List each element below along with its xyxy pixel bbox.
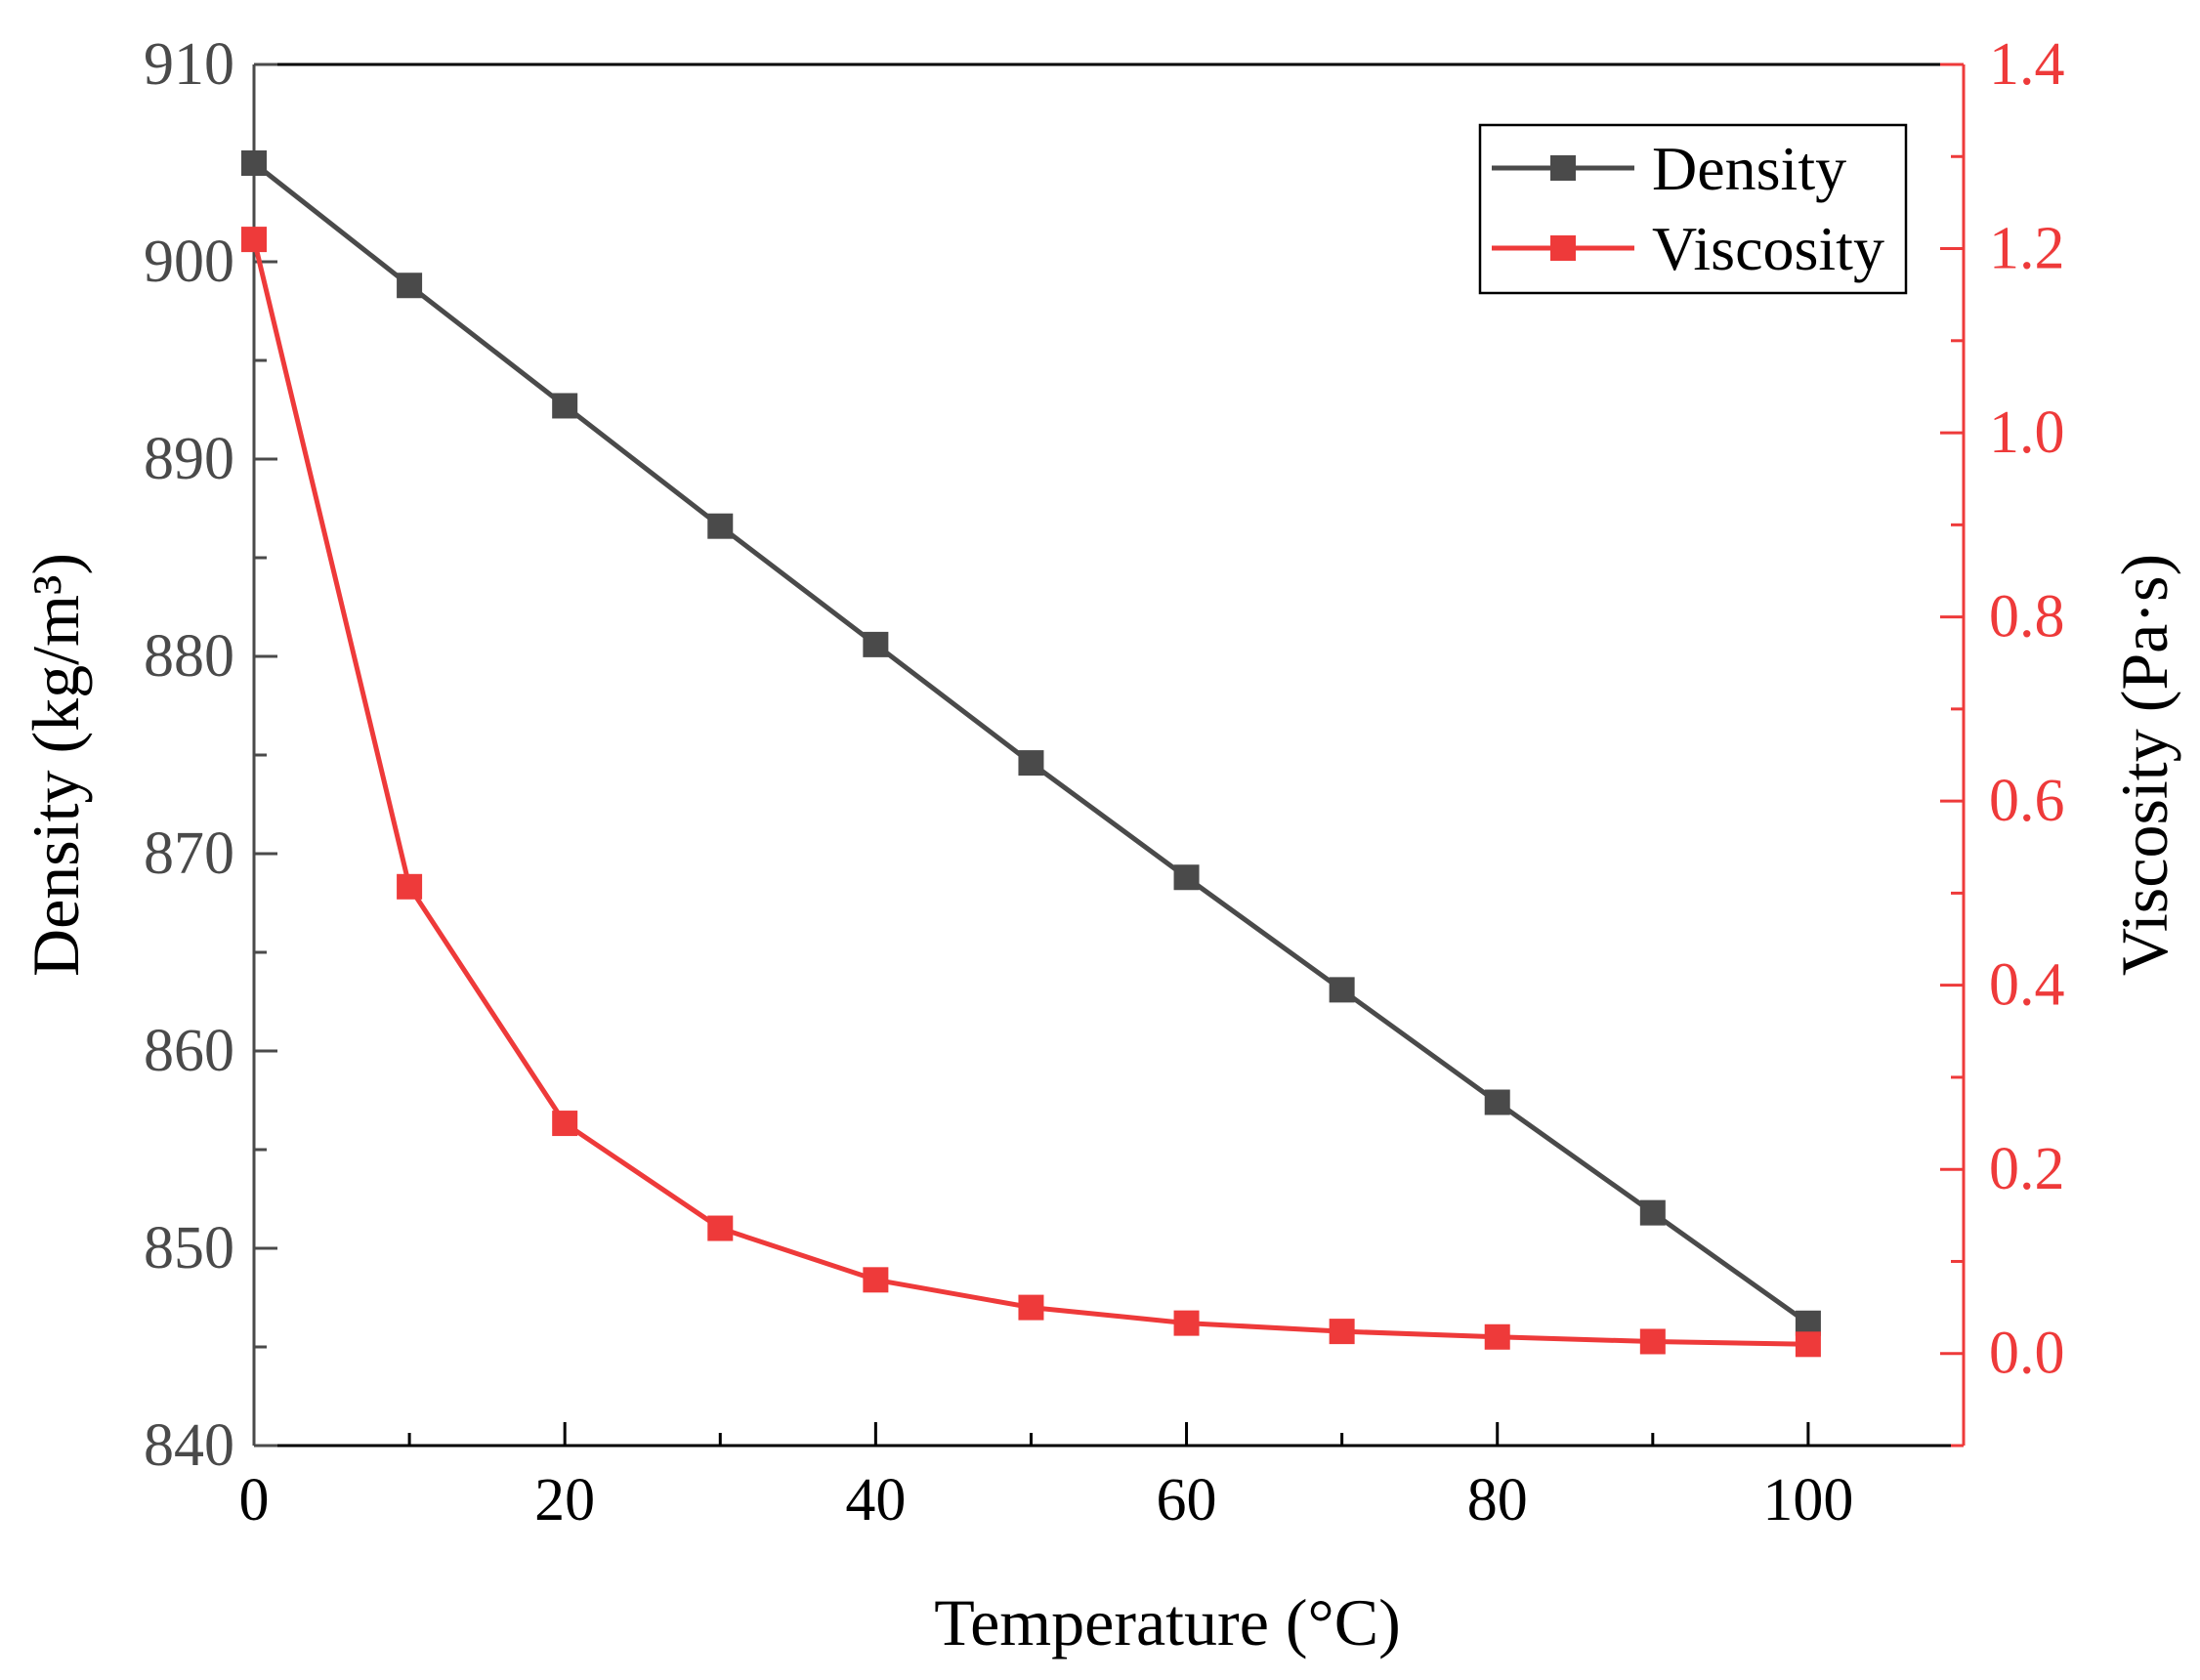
data-point-viscosity: [1018, 1294, 1044, 1321]
data-point-viscosity: [863, 1267, 889, 1293]
y-right-tick-label: 0.6: [1989, 768, 2065, 834]
series-line-density: [252, 161, 1810, 1325]
legend-marker: [1550, 235, 1576, 261]
data-point-viscosity: [1329, 1319, 1355, 1345]
y-left-tick-label: 890: [144, 426, 234, 492]
data-point-viscosity: [1173, 1310, 1200, 1336]
y-right-tick-label: 1.0: [1989, 399, 2065, 466]
y-left-tick-label: 850: [144, 1215, 234, 1281]
x-tick-label: 80: [1467, 1467, 1528, 1533]
y-axis-left-title: Density (kg/m³): [19, 553, 93, 977]
plot-frame: [254, 63, 1964, 1448]
series-layer: [241, 150, 1821, 1358]
data-point-density: [241, 150, 267, 176]
data-point-density: [1484, 1089, 1510, 1115]
y-right-tick-label: 0.4: [1989, 952, 2065, 1019]
y-right-tick-label: 0.2: [1989, 1136, 2065, 1202]
x-tick-label: 0: [239, 1467, 270, 1533]
y-axis-right: 0.0 0.2 0.4 0.6 0.8 1.0 1.2 1.4: [1940, 31, 2065, 1448]
legend: Density Viscosity: [1478, 123, 1908, 295]
y-left-tick-label: 860: [144, 1018, 234, 1084]
legend-marker: [1550, 155, 1576, 181]
x-tick-label: 60: [1157, 1467, 1217, 1533]
legend-label: Viscosity: [1652, 214, 1884, 283]
data-point-viscosity: [1795, 1331, 1821, 1358]
data-point-viscosity: [397, 873, 423, 900]
series-line-viscosity: [251, 238, 1808, 1347]
data-point-viscosity: [552, 1111, 578, 1137]
y-axis-left: 840 850 860 870 880 890 900 910: [144, 31, 277, 1479]
legend-item-density: Density: [1492, 134, 1846, 203]
y-left-tick-label: 840: [144, 1412, 234, 1479]
series-density: [241, 150, 1821, 1336]
x-axis-title: Temperature (°C): [934, 1585, 1400, 1659]
y-right-tick-label: 1.2: [1989, 216, 2065, 282]
x-tick-label: 100: [1762, 1467, 1853, 1533]
y-right-tick-label: 0.8: [1989, 584, 2065, 651]
legend-label: Density: [1652, 134, 1846, 203]
data-point-density: [1018, 750, 1044, 777]
data-point-viscosity: [707, 1215, 734, 1241]
y-left-tick-label: 870: [144, 820, 234, 887]
data-point-viscosity: [1639, 1328, 1666, 1355]
data-point-density: [552, 393, 578, 419]
y-right-tick-label: 0.0: [1989, 1321, 2065, 1387]
y-right-tick-label: 1.4: [1989, 31, 2065, 98]
data-point-density: [1173, 864, 1200, 891]
data-point-density: [707, 513, 734, 539]
x-tick-label: 40: [845, 1467, 906, 1533]
x-axis: 0 20 40 60 80 100: [239, 1422, 1966, 1533]
x-tick-label: 20: [534, 1467, 595, 1533]
data-point-viscosity: [241, 227, 267, 253]
data-point-density: [397, 273, 423, 299]
data-point-viscosity: [1484, 1323, 1510, 1350]
data-point-density: [1329, 977, 1355, 1003]
data-point-density: [1639, 1199, 1666, 1226]
legend-item-viscosity: Viscosity: [1492, 214, 1884, 283]
legend-box: [1478, 123, 1908, 295]
data-point-density: [863, 631, 889, 657]
y-left-tick-label: 910: [144, 31, 234, 98]
series-viscosity: [241, 227, 1821, 1358]
y-left-tick-label: 880: [144, 623, 234, 690]
y-left-tick-label: 900: [144, 229, 234, 295]
y-axis-right-title: Viscosity (Pa·s): [2107, 554, 2181, 976]
